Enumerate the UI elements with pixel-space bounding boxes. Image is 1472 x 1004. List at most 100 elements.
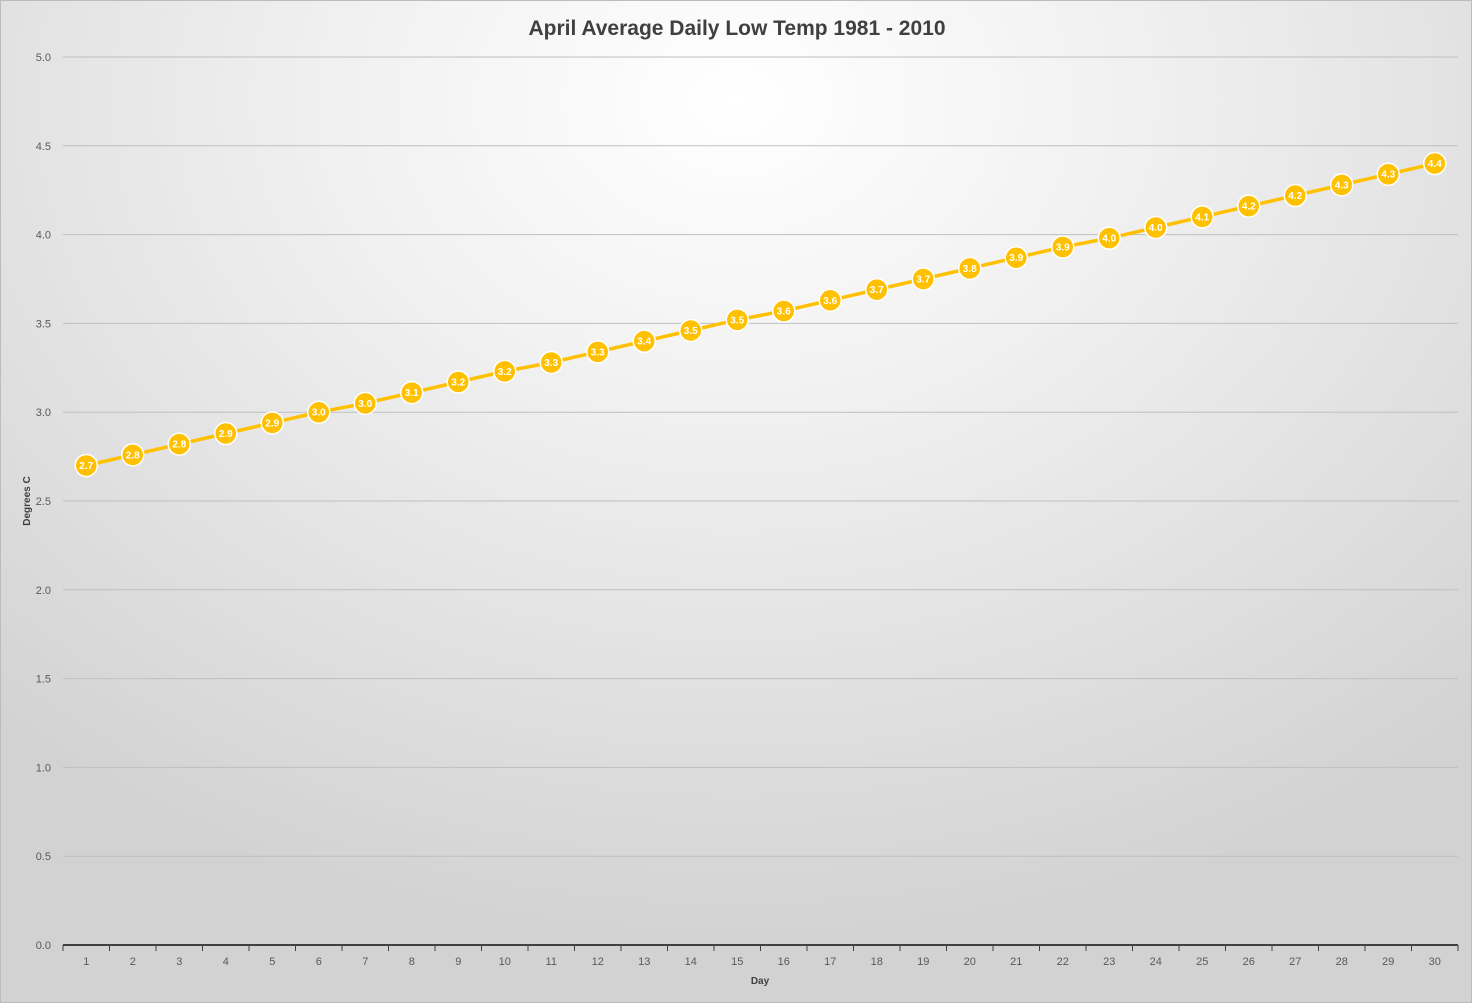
- x-tick-label: 14: [685, 956, 697, 968]
- data-label: 3.6: [777, 306, 791, 317]
- data-point: 3.9: [1051, 235, 1075, 259]
- data-label: 4.0: [1149, 223, 1163, 234]
- data-point: 3.7: [865, 277, 889, 302]
- data-label: 3.7: [916, 275, 930, 286]
- x-tick-label: 25: [1196, 956, 1208, 968]
- point-marker: [679, 318, 703, 343]
- y-tick-label: 5.0: [36, 52, 51, 64]
- y-tick-label: 1.0: [36, 762, 51, 774]
- y-tick-label: 2.0: [36, 585, 51, 597]
- data-point: 2.8: [167, 432, 191, 456]
- data-label: 3.5: [684, 326, 698, 337]
- data-label: 2.8: [172, 440, 186, 451]
- point-marker: [772, 299, 796, 323]
- data-point: 2.9: [260, 411, 284, 435]
- data-point: 3.2: [446, 370, 470, 394]
- data-label: 3.2: [451, 378, 465, 389]
- point-marker: [1283, 183, 1307, 208]
- data-point: 2.9: [214, 421, 238, 446]
- x-tick-label: 2: [130, 956, 136, 968]
- gridlines: [63, 56, 1458, 857]
- data-point: 4.3: [1330, 173, 1354, 197]
- point-marker: [1330, 173, 1354, 197]
- x-tick-label: 26: [1243, 956, 1255, 968]
- point-marker: [1097, 226, 1121, 250]
- point-marker: [1004, 245, 1028, 270]
- point-marker: [446, 370, 470, 394]
- y-axis-title: Degrees C: [22, 476, 33, 525]
- point-marker: [1190, 205, 1214, 229]
- point-marker: [725, 308, 749, 332]
- x-tick-label: 6: [316, 956, 322, 968]
- data-label: 3.4: [637, 337, 651, 348]
- data-label: 3.3: [591, 347, 605, 358]
- data-label: 3.2: [498, 367, 512, 378]
- x-tick-label: 3: [176, 956, 182, 968]
- data-point: 4.0: [1097, 226, 1121, 250]
- x-tick-label: 8: [409, 956, 415, 968]
- x-axis-title: Day: [751, 976, 770, 987]
- data-point: 3.1: [400, 380, 424, 405]
- data-point: 4.4: [1423, 151, 1447, 176]
- data-point: 3.8: [958, 256, 982, 281]
- x-tick-label: 23: [1103, 956, 1115, 968]
- point-marker: [260, 411, 284, 435]
- data-point: 3.5: [679, 318, 703, 343]
- x-tick-label: 17: [824, 956, 836, 968]
- x-tick-label: 28: [1336, 956, 1348, 968]
- data-label: 4.1: [1195, 212, 1209, 223]
- data-point: 3.6: [818, 288, 842, 313]
- x-tick-label: 5: [269, 956, 275, 968]
- point-marker: [958, 256, 982, 281]
- point-marker: [353, 391, 377, 416]
- y-tick-label: 2.5: [36, 496, 51, 508]
- point-marker: [1144, 215, 1168, 240]
- y-tick-label: 3.5: [36, 318, 51, 330]
- y-tick-label: 0.5: [36, 851, 51, 863]
- x-tick-label: 22: [1057, 956, 1069, 968]
- y-tick-label: 3.0: [36, 407, 51, 419]
- point-marker: [214, 421, 238, 446]
- data-label: 4.0: [1102, 234, 1116, 245]
- y-tick-label: 1.5: [36, 674, 51, 686]
- x-tick-label: 29: [1382, 956, 1394, 968]
- point-marker: [1376, 162, 1400, 186]
- data-point: 3.9: [1004, 245, 1028, 270]
- data-label: 2.7: [79, 461, 93, 472]
- data-point: 4.1: [1190, 205, 1214, 229]
- data-label: 3.7: [870, 285, 884, 296]
- series-line-path: [85, 161, 1436, 468]
- x-tick-label: 4: [223, 956, 229, 968]
- data-label: 2.8: [126, 450, 140, 461]
- point-marker: [307, 400, 331, 424]
- point-marker: [1423, 151, 1447, 176]
- data-point: 4.2: [1283, 183, 1307, 208]
- x-tick-label: 21: [1010, 956, 1022, 968]
- data-points: 2.7 2.8 2.8 2.9 2.9 3.0 3.0 3.1 3.2 3.2 3.3 3.3 3.4 3…: [74, 151, 1447, 478]
- data-point: 2.8: [121, 443, 145, 467]
- point-marker: [632, 329, 656, 353]
- data-label: 3.0: [312, 408, 326, 419]
- data-label: 3.8: [963, 264, 977, 275]
- point-marker: [865, 277, 889, 302]
- x-tick-label: 16: [778, 956, 790, 968]
- data-point: 3.0: [353, 391, 377, 416]
- x-tick-label: 20: [964, 956, 976, 968]
- x-tick-label: 7: [362, 956, 368, 968]
- data-point: 3.3: [586, 340, 610, 364]
- y-tick-label: 4.5: [36, 141, 51, 153]
- y-tick-label: 0.0: [36, 940, 51, 952]
- x-tick-label: 27: [1289, 956, 1301, 968]
- x-tick-label: 1: [83, 956, 89, 968]
- x-tick-label: 15: [731, 956, 743, 968]
- data-label: 3.3: [544, 358, 558, 369]
- point-marker: [167, 432, 191, 456]
- x-tick-label: 30: [1429, 956, 1441, 968]
- y-tick-label: 4.0: [36, 230, 51, 242]
- data-label: 3.5: [730, 315, 744, 326]
- data-point: 3.3: [539, 350, 563, 375]
- data-point: 3.0: [307, 400, 331, 424]
- x-tick-label: 12: [592, 956, 604, 968]
- data-point: 4.2: [1237, 194, 1261, 218]
